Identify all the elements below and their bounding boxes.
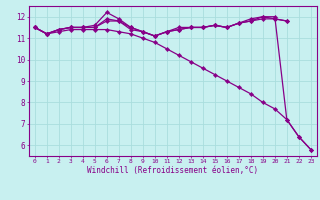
X-axis label: Windchill (Refroidissement éolien,°C): Windchill (Refroidissement éolien,°C): [87, 166, 258, 175]
